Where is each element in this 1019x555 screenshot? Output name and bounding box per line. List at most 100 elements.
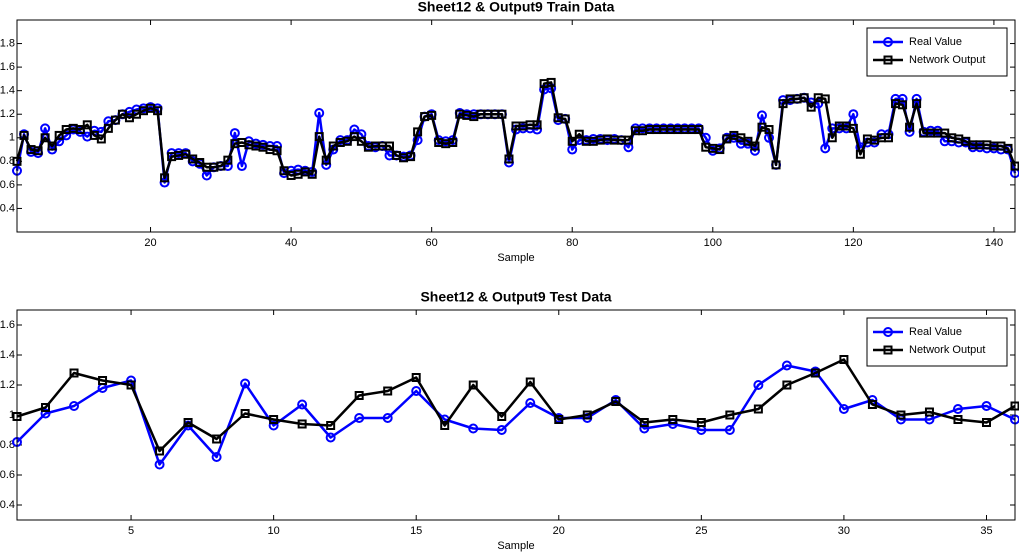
marker bbox=[724, 425, 735, 435]
marker bbox=[771, 160, 781, 170]
y-tick-label: 0.8 bbox=[0, 439, 15, 451]
marker bbox=[54, 130, 64, 140]
marker bbox=[427, 110, 437, 120]
marker bbox=[269, 415, 279, 424]
marker bbox=[781, 360, 792, 371]
marker bbox=[183, 418, 193, 427]
marker bbox=[297, 399, 308, 410]
marker bbox=[468, 423, 479, 434]
line bbox=[16, 358, 1016, 453]
marker bbox=[1003, 143, 1013, 153]
marker bbox=[321, 155, 331, 165]
marker bbox=[848, 123, 858, 133]
x-tick-label: 20 bbox=[144, 237, 156, 249]
marker bbox=[764, 125, 774, 135]
marker bbox=[314, 108, 325, 119]
marker bbox=[782, 380, 792, 390]
marker bbox=[195, 158, 205, 168]
legend-label: Network Output bbox=[909, 344, 985, 356]
marker bbox=[41, 403, 51, 412]
legend-marker bbox=[883, 55, 893, 65]
marker bbox=[411, 373, 421, 382]
y-tick-label: 1 bbox=[9, 409, 15, 421]
marker bbox=[326, 421, 336, 430]
marker bbox=[160, 173, 170, 183]
marker bbox=[411, 386, 422, 396]
marker bbox=[349, 132, 359, 142]
marker bbox=[342, 136, 352, 146]
marker bbox=[725, 410, 735, 420]
marker bbox=[211, 452, 222, 462]
marker bbox=[940, 128, 950, 138]
x-tick-label: 120 bbox=[844, 237, 862, 249]
marker bbox=[383, 386, 393, 396]
y-tick-label: 0.6 bbox=[0, 179, 15, 191]
marker bbox=[236, 161, 247, 172]
marker bbox=[560, 114, 570, 124]
axes-frame bbox=[16, 19, 1016, 233]
marker bbox=[952, 404, 963, 414]
chart-title: Sheet12 & Output9 Train Data bbox=[418, 0, 615, 15]
marker bbox=[98, 376, 108, 385]
marker bbox=[47, 141, 57, 151]
marker bbox=[981, 418, 991, 427]
marker bbox=[855, 149, 865, 159]
x-tick-label: 60 bbox=[426, 237, 438, 249]
marker bbox=[497, 109, 507, 119]
marker bbox=[216, 161, 226, 171]
marker bbox=[40, 123, 51, 134]
marker bbox=[468, 380, 478, 390]
marker bbox=[314, 132, 324, 142]
marker bbox=[19, 130, 29, 140]
marker bbox=[325, 432, 336, 443]
y-tick-label: 0.4 bbox=[0, 499, 15, 511]
marker bbox=[897, 93, 908, 104]
marker bbox=[582, 410, 592, 420]
marker bbox=[810, 368, 820, 378]
marker bbox=[212, 434, 222, 444]
marker bbox=[639, 423, 650, 434]
marker bbox=[694, 125, 704, 135]
marker bbox=[750, 141, 760, 151]
marker bbox=[103, 123, 113, 133]
marker bbox=[753, 404, 763, 414]
legend-marker bbox=[883, 327, 893, 337]
marker bbox=[110, 115, 120, 125]
marker bbox=[753, 380, 764, 390]
marker bbox=[307, 169, 317, 179]
marker bbox=[848, 109, 859, 120]
marker bbox=[981, 401, 992, 411]
marker bbox=[532, 120, 542, 130]
marker bbox=[154, 459, 165, 470]
marker bbox=[229, 128, 240, 139]
marker bbox=[268, 420, 279, 431]
legend-box bbox=[866, 27, 1008, 77]
marker bbox=[126, 380, 136, 390]
marker bbox=[778, 99, 788, 109]
marker bbox=[953, 415, 963, 424]
marker bbox=[448, 137, 458, 147]
marker bbox=[623, 135, 633, 145]
x-axis-label: Sample bbox=[497, 252, 534, 264]
marker bbox=[223, 155, 233, 165]
marker bbox=[155, 446, 165, 456]
marker bbox=[40, 408, 51, 419]
marker bbox=[497, 412, 507, 421]
y-tick-label: 1.6 bbox=[0, 319, 15, 331]
marker bbox=[668, 415, 678, 424]
x-tick-label: 15 bbox=[410, 525, 422, 537]
marker bbox=[240, 409, 250, 418]
y-tick-label: 1.2 bbox=[0, 108, 15, 120]
series bbox=[12, 355, 1019, 456]
marker bbox=[69, 401, 80, 411]
marker bbox=[354, 413, 365, 423]
x-tick-label: 20 bbox=[553, 525, 565, 537]
marker bbox=[181, 149, 191, 159]
marker bbox=[240, 378, 251, 389]
y-tick-label: 0.4 bbox=[0, 202, 15, 214]
x-axis-label: Sample bbox=[497, 540, 534, 552]
marker bbox=[440, 421, 450, 430]
y-tick-label: 1.4 bbox=[0, 349, 15, 361]
x-tick-label: 25 bbox=[695, 525, 707, 537]
